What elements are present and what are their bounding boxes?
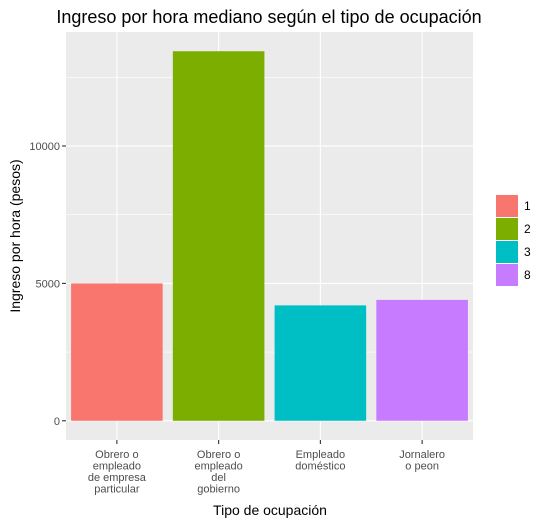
x-axis: Obrero o empleado de empresa particular Obre… [88, 440, 445, 496]
legend-label: 1 [524, 199, 531, 213]
bar [274, 305, 367, 421]
legend-label: 3 [524, 245, 531, 259]
y-tick-label: 0 [54, 416, 60, 428]
x-tick-label: Empleado doméstico [295, 449, 345, 473]
bar [172, 51, 265, 421]
bar [71, 283, 163, 421]
x-tick-label: Obrero o empleado del gobierno [194, 449, 242, 496]
legend-key [496, 195, 518, 217]
chart-title: Ingreso por hora mediano según el tipo d… [56, 7, 481, 27]
bars [71, 51, 468, 421]
y-axis-title: Ingreso por hora (pesos) [7, 159, 23, 312]
y-axis: 0 5000 10000 [29, 141, 66, 428]
x-tick-label: Jornalero o peon [399, 449, 445, 473]
x-axis-title: Tipo de ocupación [213, 502, 327, 518]
x-tick-label: Obrero o empleado de empresa particular [88, 449, 147, 496]
legend-label: 8 [524, 268, 531, 282]
legend-key [496, 218, 518, 240]
y-tick-label: 5000 [36, 278, 60, 290]
legend: 1 2 3 8 [496, 195, 531, 286]
bar [376, 299, 468, 421]
legend-key [496, 264, 518, 286]
legend-label: 2 [524, 222, 531, 236]
y-tick-label: 10000 [29, 141, 60, 153]
legend-key [496, 241, 518, 263]
